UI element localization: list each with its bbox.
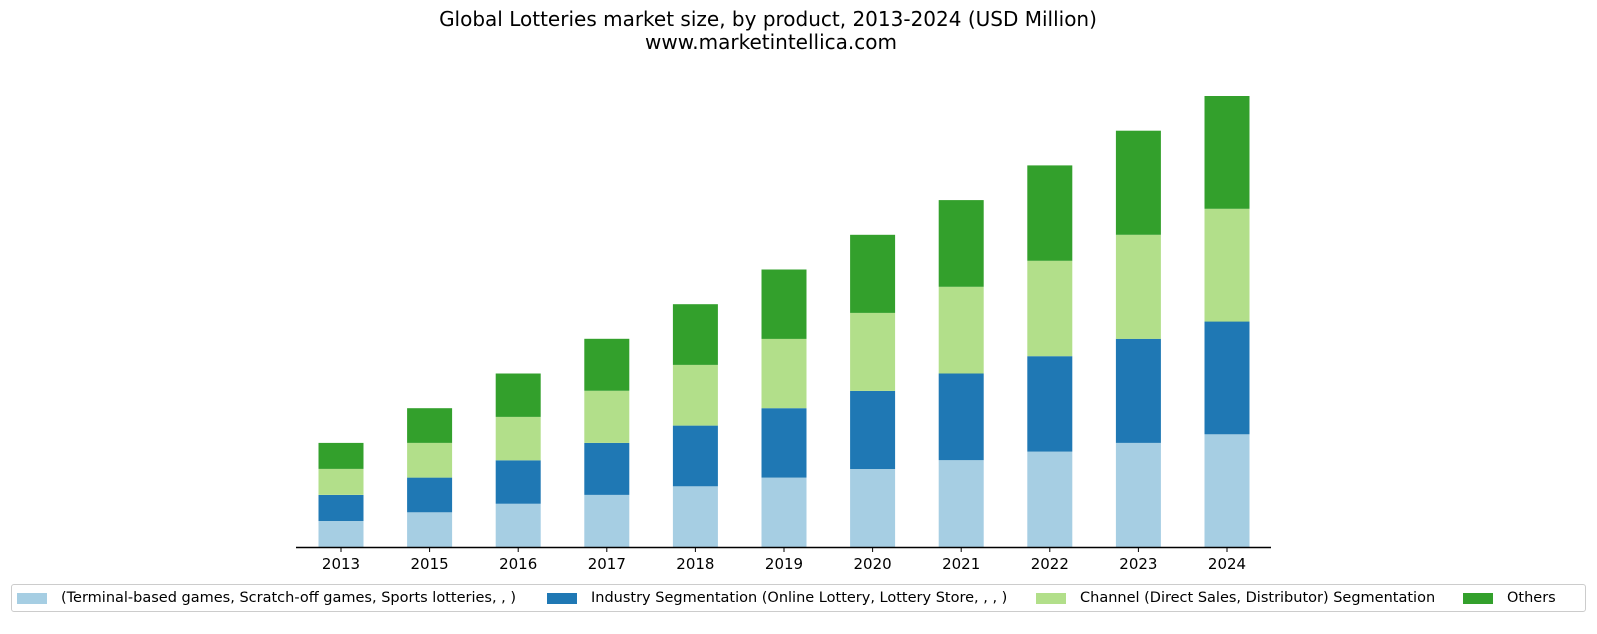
legend-label-channel: Channel (Direct Sales, Distributor) Segm…: [1080, 590, 1436, 606]
bar-others-2016: [495, 373, 541, 417]
bars-group: [318, 96, 1250, 548]
bar-others-2018: [672, 304, 718, 365]
bar-terminal-2018: [672, 486, 718, 547]
x-tick-label-2013: 2013: [322, 555, 360, 573]
chart-subtitle: www.marketintellica.com: [645, 30, 897, 54]
bar-industry-2017: [584, 442, 630, 495]
bar-channel-2020: [850, 312, 896, 391]
bar-others-2013: [318, 442, 364, 469]
bar-terminal-2016: [495, 503, 541, 547]
x-tick-label-2022: 2022: [1031, 555, 1069, 573]
bar-industry-2019: [761, 408, 807, 478]
bar-terminal-2015: [407, 512, 453, 547]
bar-others-2017: [584, 338, 630, 391]
bar-channel-2021: [938, 286, 984, 374]
legend-item-others: Others: [1463, 590, 1556, 606]
bar-industry-2015: [407, 477, 453, 513]
bar-others-2024: [1204, 96, 1250, 209]
x-ticks-group: 2013 2015 2016 2017 2018 2019 2020 2021 2022 2023…: [322, 547, 1246, 573]
x-tick-label-2018: 2018: [676, 555, 714, 573]
bar-channel-2022: [1027, 260, 1073, 357]
bar-others-2019: [761, 269, 807, 339]
bar-terminal-2020: [850, 468, 896, 547]
bar-industry-2023: [1115, 338, 1161, 443]
bar-terminal-2023: [1115, 442, 1161, 547]
legend-swatch-channel: [1036, 592, 1066, 604]
bar-industry-2016: [495, 460, 541, 504]
bar-terminal-2013: [318, 521, 364, 547]
bar-channel-2024: [1204, 208, 1250, 322]
bar-industry-2013: [318, 495, 364, 521]
bar-industry-2021: [938, 373, 984, 461]
x-tick-label-2019: 2019: [765, 555, 803, 573]
legend-item-industry: Industry Segmentation (Online Lottery, L…: [547, 590, 1007, 606]
x-tick-label-2021: 2021: [942, 555, 980, 573]
legend-swatch-industry: [547, 592, 577, 604]
bar-channel-2023: [1115, 234, 1161, 339]
bar-terminal-2019: [761, 477, 807, 547]
legend-label-terminal: (Terminal-based games, Scratch-off games…: [61, 590, 517, 606]
chart-title: Global Lotteries market size, by product…: [439, 7, 1097, 31]
bar-others-2021: [938, 200, 984, 287]
bar-channel-2017: [584, 390, 630, 443]
bar-terminal-2021: [938, 460, 984, 547]
bar-channel-2013: [318, 468, 364, 495]
bar-others-2015: [407, 408, 453, 443]
legend-label-industry: Industry Segmentation (Online Lottery, L…: [591, 590, 1008, 606]
bar-others-2023: [1115, 130, 1161, 235]
bar-channel-2015: [407, 442, 453, 478]
bar-channel-2018: [672, 364, 718, 426]
x-tick-label-2017: 2017: [588, 555, 626, 573]
legend: (Terminal-based games, Scratch-off games…: [11, 584, 1586, 612]
legend-item-channel: Channel (Direct Sales, Distributor) Segm…: [1036, 590, 1435, 606]
bar-industry-2024: [1204, 321, 1250, 435]
bar-industry-2022: [1027, 356, 1073, 452]
bar-terminal-2024: [1204, 434, 1250, 548]
bar-industry-2018: [672, 425, 718, 487]
legend-swatch-terminal: [17, 592, 47, 604]
bar-terminal-2022: [1027, 451, 1073, 547]
x-tick-label-2024: 2024: [1208, 555, 1246, 573]
x-tick-label-2020: 2020: [854, 555, 892, 573]
bar-terminal-2017: [584, 495, 630, 547]
legend-item-terminal: (Terminal-based games, Scratch-off games…: [17, 590, 516, 606]
bar-others-2022: [1027, 165, 1073, 261]
x-tick-label-2015: 2015: [411, 555, 449, 573]
x-tick-label-2023: 2023: [1119, 555, 1157, 573]
bar-channel-2019: [761, 338, 807, 409]
legend-label-others: Others: [1507, 590, 1556, 606]
legend-swatch-others: [1463, 592, 1493, 604]
bar-industry-2020: [850, 390, 896, 469]
bar-channel-2016: [495, 416, 541, 461]
bar-others-2020: [850, 234, 896, 313]
x-tick-label-2016: 2016: [499, 555, 537, 573]
